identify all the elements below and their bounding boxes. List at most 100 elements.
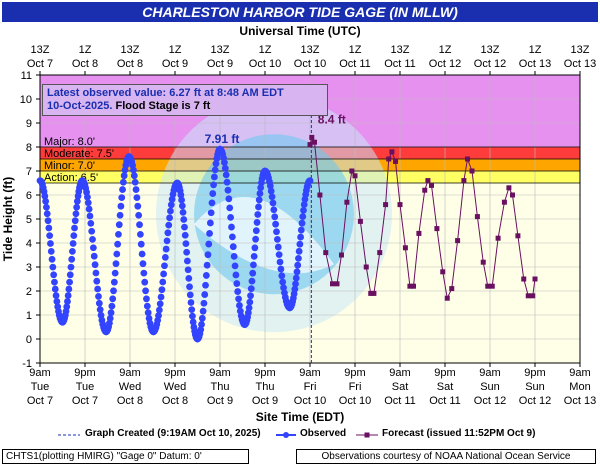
bottom-tick-date: Oct 12 bbox=[519, 395, 551, 407]
bottom-tick-hour: 9am bbox=[29, 367, 50, 379]
legend-forecast-marker bbox=[364, 432, 370, 438]
top-tick-hour: 13Z bbox=[31, 44, 50, 56]
observed-point bbox=[299, 213, 307, 221]
bottom-tick-date: Oct 10 bbox=[294, 395, 326, 407]
top-tick-hour: 13Z bbox=[301, 44, 320, 56]
observed-point bbox=[222, 171, 230, 179]
observed-point bbox=[141, 278, 149, 286]
observed-point bbox=[231, 262, 239, 270]
observed-point bbox=[189, 312, 196, 320]
observed-point bbox=[201, 291, 209, 298]
top-tick-date: Oct 9 bbox=[162, 58, 188, 70]
observed-point bbox=[51, 285, 59, 293]
flood-stage-text: Flood Stage is 7 ft bbox=[115, 100, 211, 112]
forecast-point bbox=[515, 233, 521, 239]
observed-point bbox=[134, 202, 142, 210]
bottom-tick-day: Sun bbox=[525, 381, 545, 393]
observed-point bbox=[117, 202, 125, 210]
legend-markers bbox=[58, 432, 378, 438]
observed-point bbox=[44, 217, 52, 225]
observed-point bbox=[223, 178, 231, 186]
top-tick-hour: 13Z bbox=[121, 44, 140, 56]
bottom-tick-hour: 9pm bbox=[344, 367, 365, 379]
y-tick-label: 11 bbox=[21, 70, 32, 82]
forecast-point bbox=[489, 283, 495, 289]
top-tick-date: Oct 10 bbox=[249, 58, 281, 70]
observed-point bbox=[273, 236, 281, 243]
bottom-tick-date: Oct 9 bbox=[252, 395, 278, 407]
forecast-point bbox=[363, 264, 369, 270]
observed-point bbox=[276, 258, 284, 266]
y-tick-label: 4 bbox=[26, 238, 32, 250]
y-tick-label: 1 bbox=[26, 310, 32, 322]
observed-point bbox=[167, 201, 175, 209]
observed-point bbox=[179, 208, 187, 216]
forecast-point bbox=[389, 149, 395, 155]
top-tick-date: Oct 12 bbox=[474, 58, 506, 70]
legend-observed-marker bbox=[283, 432, 289, 438]
observed-point bbox=[69, 240, 77, 247]
legend-created-label: Graph Created (9:19AM Oct 10, 2025) bbox=[85, 428, 261, 439]
bottom-tick-day: Sat bbox=[437, 381, 454, 393]
observed-point bbox=[186, 283, 193, 291]
observed-point bbox=[130, 172, 138, 180]
forecast-point bbox=[501, 199, 507, 205]
forecast-point bbox=[344, 199, 350, 205]
top-tick-date: Oct 11 bbox=[339, 58, 371, 70]
observed-point bbox=[206, 230, 213, 237]
y-tick-label: 7 bbox=[26, 166, 32, 178]
forecast-point bbox=[480, 259, 486, 265]
observed-point bbox=[92, 269, 100, 277]
observed-point bbox=[52, 292, 60, 299]
bottom-tick-date: Oct 8 bbox=[162, 395, 188, 407]
observed-point bbox=[181, 231, 189, 239]
observed-point bbox=[47, 248, 55, 255]
observed-point bbox=[135, 211, 143, 219]
bottom-tick-hour: 9am bbox=[479, 367, 500, 379]
observed-point bbox=[63, 303, 71, 311]
observed-point bbox=[274, 243, 282, 251]
observed-point bbox=[221, 159, 228, 167]
forecast-point bbox=[434, 226, 440, 232]
observed-point bbox=[50, 271, 58, 279]
observed-point bbox=[233, 280, 241, 287]
observed-point bbox=[64, 292, 72, 299]
observed-point bbox=[89, 244, 97, 252]
forecast-point bbox=[349, 168, 355, 174]
observed-point bbox=[95, 293, 102, 300]
observed-point bbox=[250, 252, 258, 260]
forecast-point bbox=[386, 156, 392, 162]
bottom-tick-day: Tue bbox=[76, 381, 95, 393]
forecast-point bbox=[317, 192, 323, 198]
observed-point bbox=[53, 298, 61, 305]
observed-point bbox=[306, 177, 314, 185]
observed-point bbox=[184, 266, 192, 274]
bottom-tick-hour: 9pm bbox=[254, 367, 275, 379]
observed-point bbox=[205, 240, 213, 248]
observed-point bbox=[257, 184, 265, 192]
observed-point bbox=[161, 262, 168, 270]
observed-point bbox=[110, 278, 118, 286]
forecast-point bbox=[307, 142, 313, 148]
top-tick-date: Oct 9 bbox=[207, 58, 233, 70]
bottom-tick-day: Wed bbox=[119, 381, 141, 393]
chart-title: CHARLESTON HARBOR TIDE GAGE (IN MLLW) bbox=[2, 2, 598, 22]
observed-point bbox=[252, 227, 260, 235]
observed-point bbox=[183, 248, 191, 256]
observed-point bbox=[51, 278, 58, 286]
observed-point bbox=[71, 217, 79, 225]
observed-point bbox=[293, 268, 301, 276]
forecast-point bbox=[469, 168, 475, 174]
observed-point bbox=[87, 219, 95, 227]
stage-label-action: Action: 6.5' bbox=[44, 172, 98, 184]
observed-point bbox=[88, 227, 96, 235]
forecast-point bbox=[495, 235, 501, 241]
forecast-point bbox=[530, 293, 536, 299]
observed-point bbox=[66, 271, 74, 279]
top-tick-date: Oct 8 bbox=[72, 58, 98, 70]
y-tick-label: -1 bbox=[22, 358, 32, 370]
forecast-point bbox=[339, 252, 344, 258]
bottom-tick-date: Oct 13 bbox=[564, 395, 596, 407]
observed-point bbox=[291, 285, 299, 293]
